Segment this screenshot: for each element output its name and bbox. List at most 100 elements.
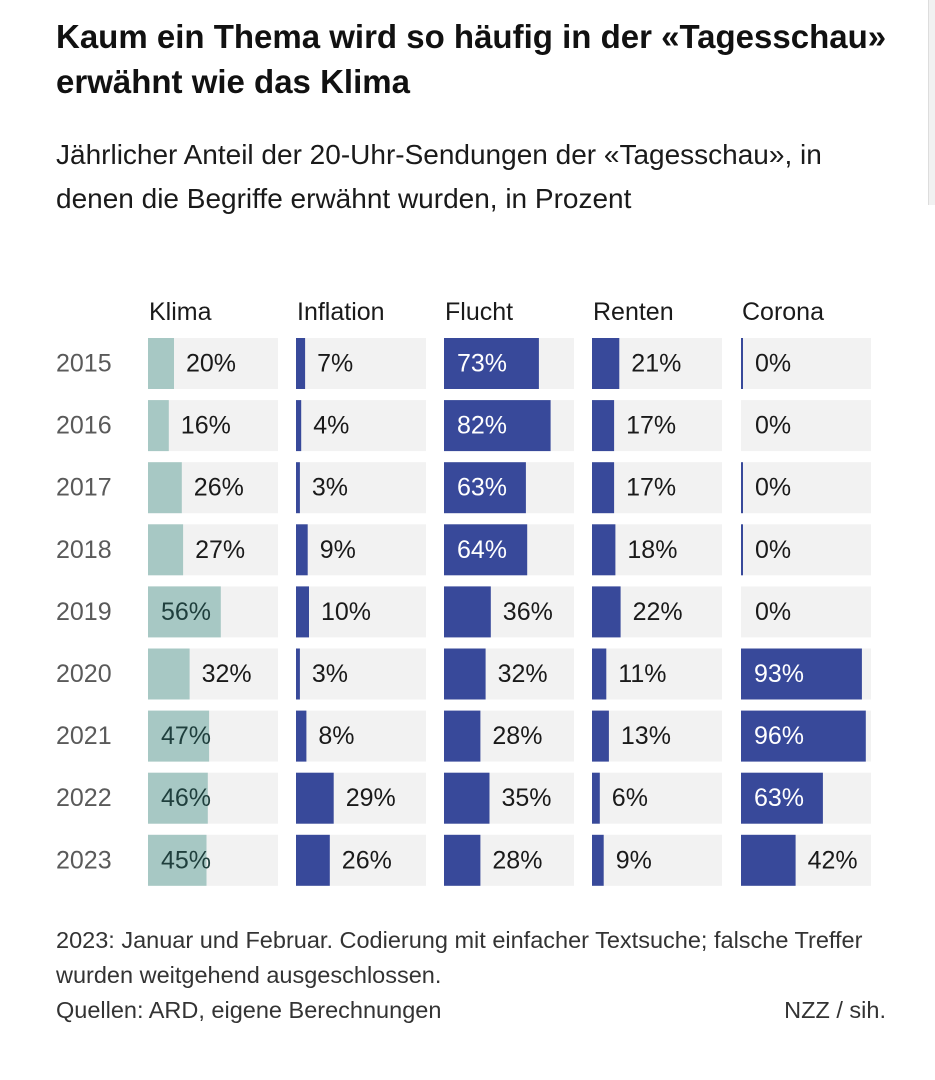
bar-track xyxy=(296,648,426,700)
value-label: 27% xyxy=(195,536,245,564)
value-label: 21% xyxy=(631,350,681,378)
value-label: 6% xyxy=(612,784,648,812)
series-header: Klima xyxy=(149,298,212,326)
footnote-text: 2023: Januar und Februar. Codierung mit … xyxy=(56,927,863,988)
bar xyxy=(296,524,308,576)
value-label: 32% xyxy=(498,660,548,688)
bar-track xyxy=(296,338,426,389)
value-label: 9% xyxy=(616,846,652,874)
bar-track xyxy=(296,462,426,514)
value-label: 32% xyxy=(202,660,252,688)
bar xyxy=(148,772,208,824)
value-label: 42% xyxy=(808,846,858,874)
series-header: Inflation xyxy=(297,298,385,326)
value-label: 63% xyxy=(457,474,507,502)
chart-title: Kaum ein Thema wird so häufig in der «Ta… xyxy=(56,18,887,100)
credit-text: NZZ / sih. xyxy=(784,997,886,1023)
bar xyxy=(444,462,526,514)
bar xyxy=(741,834,796,886)
year-label: 2023 xyxy=(56,846,112,874)
bar-track xyxy=(148,400,278,452)
value-label: 13% xyxy=(621,722,671,750)
bar-track xyxy=(296,400,426,452)
bar xyxy=(444,400,551,452)
bar xyxy=(148,524,184,576)
series-header: Flucht xyxy=(445,298,513,326)
bar xyxy=(741,462,743,514)
value-label: 82% xyxy=(457,412,507,440)
bar xyxy=(148,338,174,389)
value-label: 28% xyxy=(492,846,542,874)
value-label: 16% xyxy=(181,412,231,440)
bar xyxy=(444,524,528,576)
value-label: 26% xyxy=(194,474,244,502)
value-label: 63% xyxy=(754,784,804,812)
bar-track xyxy=(592,834,722,886)
value-label: 4% xyxy=(313,412,349,440)
series-header: Corona xyxy=(742,298,824,326)
value-label: 64% xyxy=(457,536,507,564)
source-line: Quellen: ARD, eigene Berechnungen NZZ / … xyxy=(56,993,886,1028)
bar xyxy=(444,834,481,886)
bar-track xyxy=(741,524,871,576)
bar xyxy=(148,586,221,638)
year-label: 2020 xyxy=(56,660,112,688)
bar xyxy=(592,338,620,389)
value-label: 3% xyxy=(312,660,348,688)
value-label: 35% xyxy=(502,784,552,812)
value-label: 73% xyxy=(457,350,507,378)
bar xyxy=(148,400,169,452)
bar xyxy=(592,586,621,638)
year-label: 2016 xyxy=(56,412,112,440)
bar xyxy=(296,462,300,514)
value-label: 20% xyxy=(186,350,236,378)
bar-chart: 2015 2016 2017 2018 2019 2020 2021 2022 2023 Klim… xyxy=(56,298,871,886)
year-label: 2021 xyxy=(56,722,112,750)
value-label: 7% xyxy=(317,350,353,378)
value-label: 56% xyxy=(161,598,211,626)
bar xyxy=(592,648,607,700)
value-label: 0% xyxy=(755,474,791,502)
bar-track xyxy=(296,710,426,762)
bar-track xyxy=(592,710,722,762)
bar xyxy=(592,834,604,886)
bar xyxy=(296,710,307,762)
value-label: 22% xyxy=(633,598,683,626)
bar xyxy=(444,586,491,638)
value-label: 17% xyxy=(626,474,676,502)
bar-track xyxy=(592,772,722,824)
value-label: 18% xyxy=(627,536,677,564)
bar-track xyxy=(741,338,871,389)
bar xyxy=(592,524,616,576)
bar xyxy=(741,772,823,824)
bar xyxy=(296,400,302,452)
bar xyxy=(296,338,306,389)
bar-track xyxy=(592,648,722,700)
value-label: 8% xyxy=(318,722,354,750)
scrollbar-edge xyxy=(928,0,935,205)
value-label: 26% xyxy=(342,846,392,874)
year-label: 2019 xyxy=(56,598,112,626)
bar xyxy=(444,772,490,824)
bar xyxy=(296,834,330,886)
bar xyxy=(148,648,190,700)
value-label: 28% xyxy=(492,722,542,750)
value-label: 96% xyxy=(754,722,804,750)
value-label: 0% xyxy=(755,412,791,440)
value-label: 45% xyxy=(161,846,211,874)
bar xyxy=(296,648,300,700)
bar xyxy=(444,648,486,700)
value-label: 0% xyxy=(755,350,791,378)
bar xyxy=(741,648,862,700)
bar xyxy=(592,462,615,514)
value-label: 36% xyxy=(503,598,553,626)
chart-subtitle: Jährlicher Anteil der 20-Uhr-Sendungen d… xyxy=(56,139,822,214)
bar-track xyxy=(296,524,426,576)
chart-footnote: 2023: Januar und Februar. Codierung mit … xyxy=(56,923,886,1028)
value-label: 3% xyxy=(312,474,348,502)
bar xyxy=(592,710,609,762)
value-label: 93% xyxy=(754,660,804,688)
bar-track xyxy=(296,586,426,638)
bar-track xyxy=(741,400,871,452)
value-label: 0% xyxy=(755,598,791,626)
